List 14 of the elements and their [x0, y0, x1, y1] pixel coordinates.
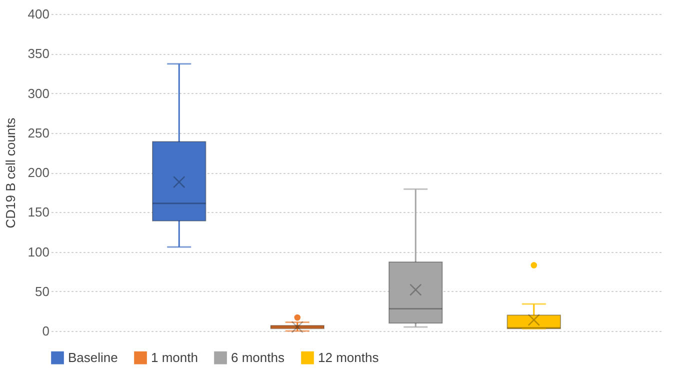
y-tick-label: 250: [28, 125, 50, 140]
y-tick-label: 300: [28, 86, 50, 101]
legend-label: 1 month: [151, 350, 198, 365]
y-tick-label: 150: [28, 204, 50, 220]
y-tick-label: 100: [28, 244, 50, 260]
y-tick-label: 50: [35, 284, 50, 299]
y-tick-label: 400: [28, 6, 50, 22]
legend-label: 12 months: [318, 350, 380, 365]
y-tick-label: 350: [28, 46, 50, 62]
y-axis-title: CD19 B cell counts: [2, 117, 18, 228]
y-tick-label: 200: [28, 165, 50, 180]
legend-label: Baseline: [68, 350, 118, 365]
legend-label: 6 months: [231, 350, 285, 365]
y-tick-label: 0: [42, 324, 50, 338]
